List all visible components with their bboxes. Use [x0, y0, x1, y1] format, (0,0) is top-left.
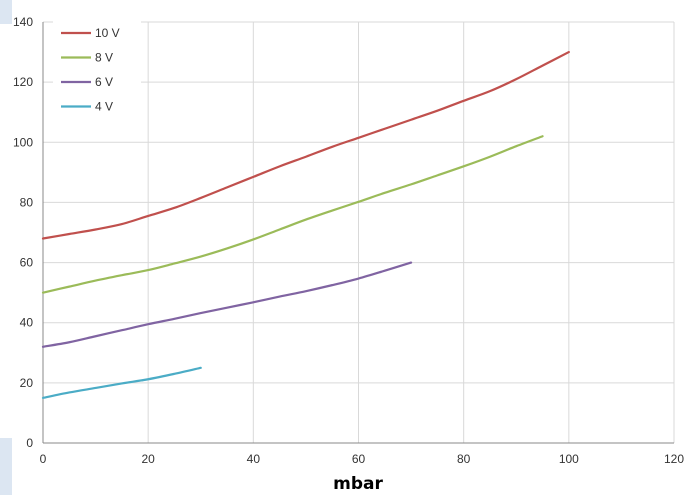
series-line-6v	[41, 261, 413, 348]
legend-background	[53, 12, 141, 120]
x-tick-label: 20	[141, 452, 155, 466]
x-tick-label: 40	[247, 452, 261, 466]
series-line-10v	[41, 50, 570, 240]
y-tick-label: 140	[13, 15, 33, 29]
series-lines	[41, 50, 570, 399]
series-line-4v	[41, 366, 202, 399]
x-tick-label: 120	[664, 452, 684, 466]
frame-edge-bottom	[0, 438, 12, 495]
legend-label: 8 V	[95, 51, 113, 65]
x-tick-label: 100	[559, 452, 579, 466]
x-axis-label: mbar	[333, 474, 383, 494]
legend-label: 4 V	[95, 100, 113, 114]
y-axis-ticks: 0 20 40 60 80 100 120 140	[13, 15, 33, 450]
legend: 10 V 8 V 6 V 4 V	[53, 12, 141, 120]
grid-lines	[43, 21, 675, 443]
axes	[42, 22, 674, 444]
y-tick-label: 0	[26, 436, 33, 450]
y-tick-label: 120	[13, 75, 33, 89]
series-line-8v	[41, 135, 544, 294]
y-tick-label: 60	[20, 256, 34, 270]
y-tick-label: 20	[20, 376, 34, 390]
x-tick-label: 80	[457, 452, 471, 466]
y-tick-label: 80	[20, 195, 34, 209]
legend-label: 6 V	[95, 75, 113, 89]
x-axis-ticks: 0 20 40 60 80 100 120	[40, 452, 685, 466]
legend-label: 10 V	[95, 26, 120, 40]
y-tick-label: 40	[20, 316, 34, 330]
frame-edge-top	[0, 0, 12, 24]
y-tick-label: 100	[13, 135, 33, 149]
x-tick-label: 0	[40, 452, 47, 466]
x-tick-label: 60	[352, 452, 366, 466]
